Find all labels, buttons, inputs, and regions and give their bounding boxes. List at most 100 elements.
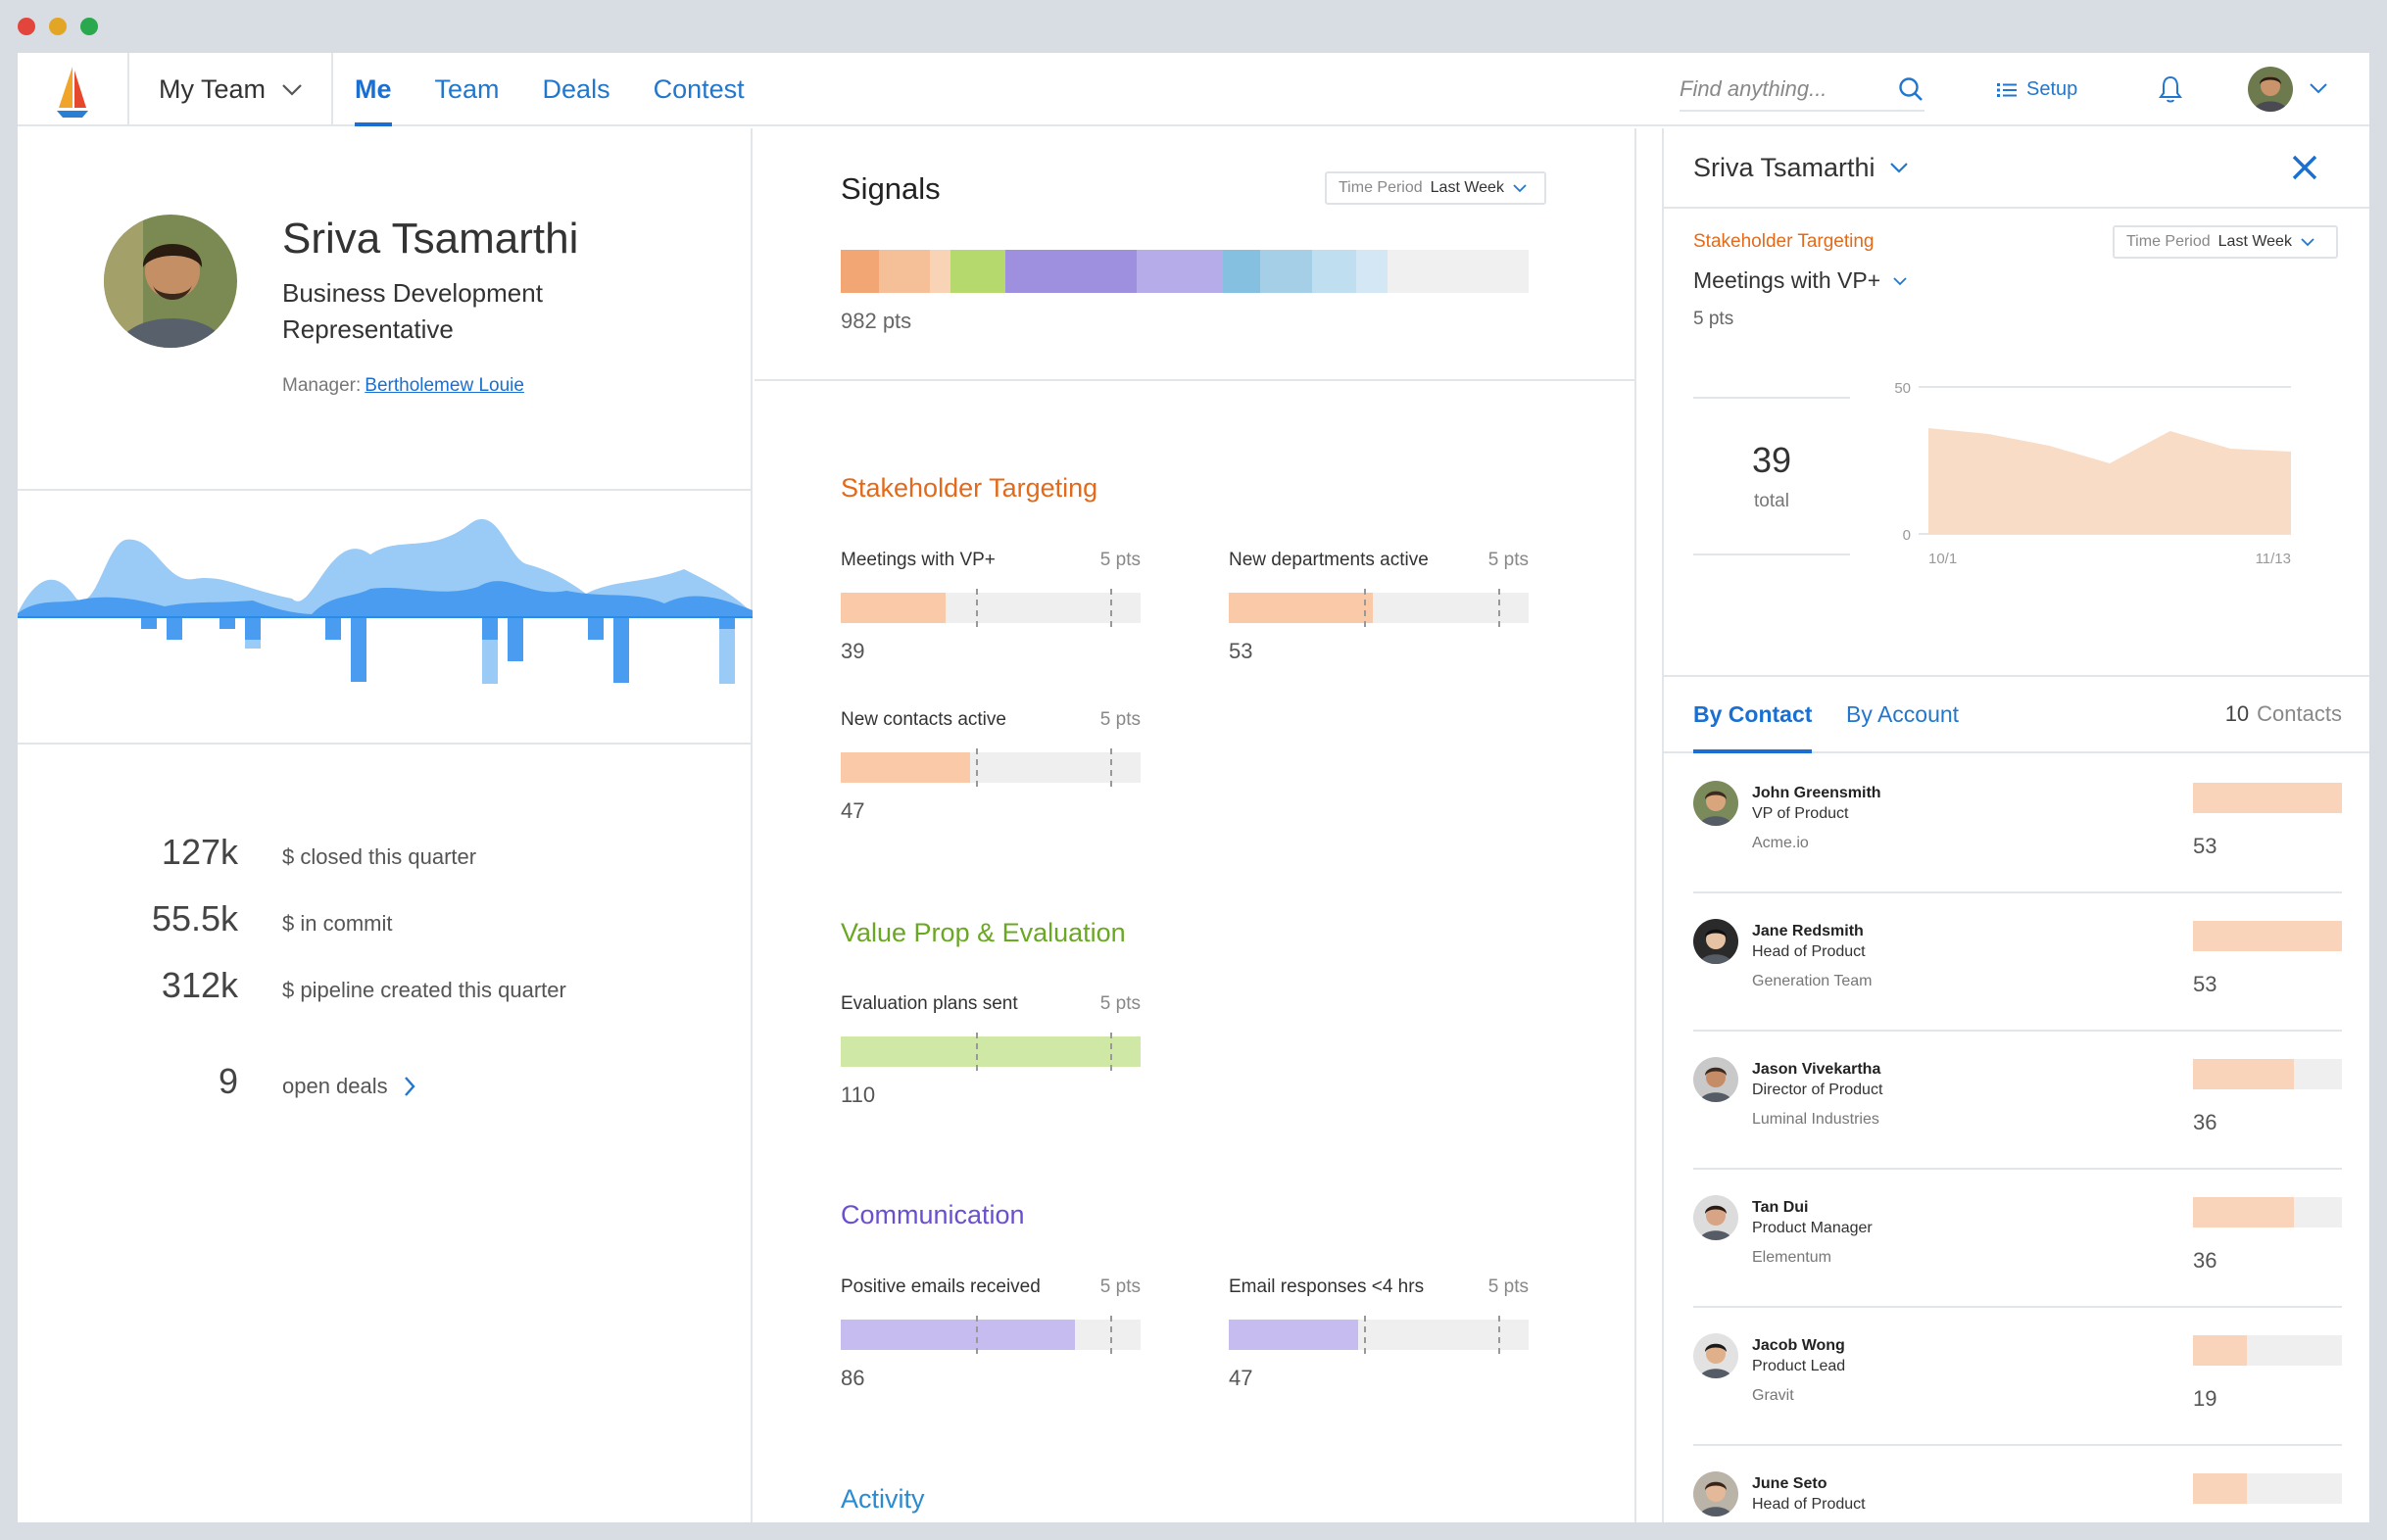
- setup-button[interactable]: Setup: [1997, 53, 2077, 126]
- metric-new-departments[interactable]: New departments active 5 pts 53: [1229, 550, 1529, 664]
- tab-contest[interactable]: Contest: [632, 53, 766, 126]
- user-avatar[interactable]: [2248, 67, 2293, 112]
- divider: [755, 379, 1636, 381]
- signals-bar-segment[interactable]: [878, 250, 931, 293]
- maximize-window-icon[interactable]: [80, 18, 98, 35]
- metric-new-contacts[interactable]: New contacts active 5 pts 47: [841, 709, 1141, 824]
- search-icon[interactable]: [1897, 75, 1924, 103]
- contact-bar-fill: [2193, 1059, 2295, 1089]
- main-tabs: Me Team Deals Contest: [333, 53, 766, 126]
- time-period-label: Time Period: [2126, 233, 2211, 250]
- close-window-icon[interactable]: [18, 18, 35, 35]
- metric-bar-fill: [841, 1320, 1075, 1350]
- metric-email-responses[interactable]: Email responses <4 hrs 5 pts 47: [1229, 1276, 1529, 1391]
- metric-target-tick: [1110, 748, 1113, 787]
- contact-title: Director of Product: [1752, 1082, 1883, 1098]
- divider: [18, 489, 753, 491]
- metric-value: 110: [841, 1083, 876, 1107]
- open-deals-link[interactable]: 9 open deals: [18, 1061, 415, 1102]
- tab-by-contact[interactable]: By Contact: [1693, 677, 1813, 753]
- list-icon: [1997, 82, 2017, 97]
- metric-target-tick: [1498, 589, 1501, 627]
- chevron-right-icon[interactable]: [404, 1076, 415, 1097]
- signals-bar-segment[interactable]: [1136, 250, 1223, 293]
- stat-value: 9: [218, 1061, 238, 1101]
- metric-target-tick: [1363, 589, 1366, 627]
- metric-evaluation-plans[interactable]: Evaluation plans sent 5 pts 110: [841, 993, 1141, 1108]
- tab-by-account-label: By Account: [1846, 700, 1960, 727]
- metric-bar: [841, 1316, 1141, 1354]
- divider: [1693, 397, 1850, 399]
- tab-team[interactable]: Team: [414, 53, 521, 126]
- stat-label-wrap: open deals: [282, 1074, 415, 1099]
- metric-header: Meetings with VP+ 5 pts: [841, 550, 1141, 571]
- metric-bar-fill: [841, 752, 970, 783]
- contact-title: Product Lead: [1752, 1358, 1846, 1374]
- detail-person-selector[interactable]: Sriva Tsamarthi: [1664, 128, 2369, 209]
- setup-label: Setup: [2026, 78, 2078, 100]
- chevron-down-icon[interactable]: [2309, 82, 2328, 94]
- tab-me-label: Me: [355, 74, 392, 104]
- contact-title: Product Manager: [1752, 1220, 1873, 1236]
- activity-area-dark: [18, 581, 753, 616]
- logo[interactable]: [18, 53, 129, 126]
- contact-org: Gravit: [1752, 1387, 1794, 1404]
- tab-contest-label: Contest: [653, 74, 745, 104]
- time-period-value: Last Week: [2217, 233, 2292, 250]
- contact-row[interactable]: Jane Redsmith Head of Product Generation T…: [1693, 893, 2342, 1032]
- metric-label: Email responses <4 hrs: [1229, 1276, 1425, 1297]
- manager-line: Manager: Bertholemew Louie: [282, 375, 524, 397]
- contact-row[interactable]: John Greensmith VP of Product Acme.io 53: [1693, 755, 2342, 893]
- y-tick-label: 50: [1894, 380, 1911, 397]
- signals-bar-segment[interactable]: [1356, 250, 1388, 293]
- metric-bar-fill: [841, 593, 947, 623]
- signals-bar-segment[interactable]: [1005, 250, 1137, 293]
- contacts-count: 10 Contacts: [2225, 677, 2342, 751]
- contact-value: 36: [2193, 1110, 2217, 1134]
- metric-positive-emails[interactable]: Positive emails received 5 pts 86: [841, 1276, 1141, 1391]
- detail-metric-selector[interactable]: Meetings with VP+: [1693, 267, 1908, 294]
- metric-target-tick: [1110, 589, 1113, 627]
- metric-meetings-vp[interactable]: Meetings with VP+ 5 pts 39: [841, 550, 1141, 664]
- time-period-value: Last Week: [1430, 179, 1504, 196]
- signals-bar-segment[interactable]: [841, 250, 879, 293]
- signals-bar-segment[interactable]: [930, 250, 951, 293]
- activity-chart: [18, 518, 753, 684]
- signals-bar-segment[interactable]: [1222, 250, 1261, 293]
- metric-target-tick: [1110, 1033, 1113, 1071]
- manager-link[interactable]: Bertholemew Louie: [365, 375, 524, 396]
- contact-value: 36: [2193, 1248, 2217, 1273]
- team-selector[interactable]: My Team: [129, 53, 333, 126]
- tab-by-account[interactable]: By Account: [1846, 677, 1959, 751]
- metric-value: 39: [841, 639, 865, 663]
- minimize-window-icon[interactable]: [49, 18, 67, 35]
- tab-deals[interactable]: Deals: [521, 53, 632, 126]
- close-icon[interactable]: [2291, 154, 2318, 181]
- contact-bar: [2193, 783, 2342, 813]
- contact-row[interactable]: Jason Vivekartha Director of Product Lumin…: [1693, 1032, 2342, 1170]
- metric-label: Meetings with VP+: [841, 550, 996, 570]
- search-input[interactable]: Find anything...: [1680, 69, 1924, 112]
- avatar: [1693, 1333, 1738, 1378]
- signals-bar-segment[interactable]: [1311, 250, 1357, 293]
- contact-name: Jacob Wong: [1752, 1337, 1845, 1354]
- contact-name: Tan Dui: [1752, 1199, 1809, 1216]
- tab-me[interactable]: Me: [333, 53, 414, 126]
- signals-bar-segment[interactable]: [1260, 250, 1312, 293]
- contact-row[interactable]: Jacob Wong Product Lead Gravit 19: [1693, 1308, 2342, 1446]
- contacts-count-label: Contacts: [2257, 701, 2342, 726]
- detail-time-period-select[interactable]: Time Period Last Week: [2113, 225, 2338, 259]
- metric-value: 53: [1229, 639, 1253, 663]
- time-period-select[interactable]: Time Period Last Week: [1325, 171, 1546, 205]
- contact-row[interactable]: Tan Dui Product Manager Elementum 36: [1693, 1170, 2342, 1308]
- chevron-down-icon: [1513, 184, 1527, 193]
- stat-value: 312k: [161, 965, 238, 1005]
- signals-bar-segment[interactable]: [950, 250, 1006, 293]
- bell-icon[interactable]: [2158, 74, 2183, 104]
- x-tick-label: 11/13: [2256, 551, 2291, 567]
- category-title: Communication: [841, 1200, 1025, 1229]
- detail-area-chart: 50 0 10/1 11/13: [1894, 380, 2291, 567]
- signals-total: 982 pts: [841, 309, 912, 333]
- activity-bar: [219, 618, 235, 629]
